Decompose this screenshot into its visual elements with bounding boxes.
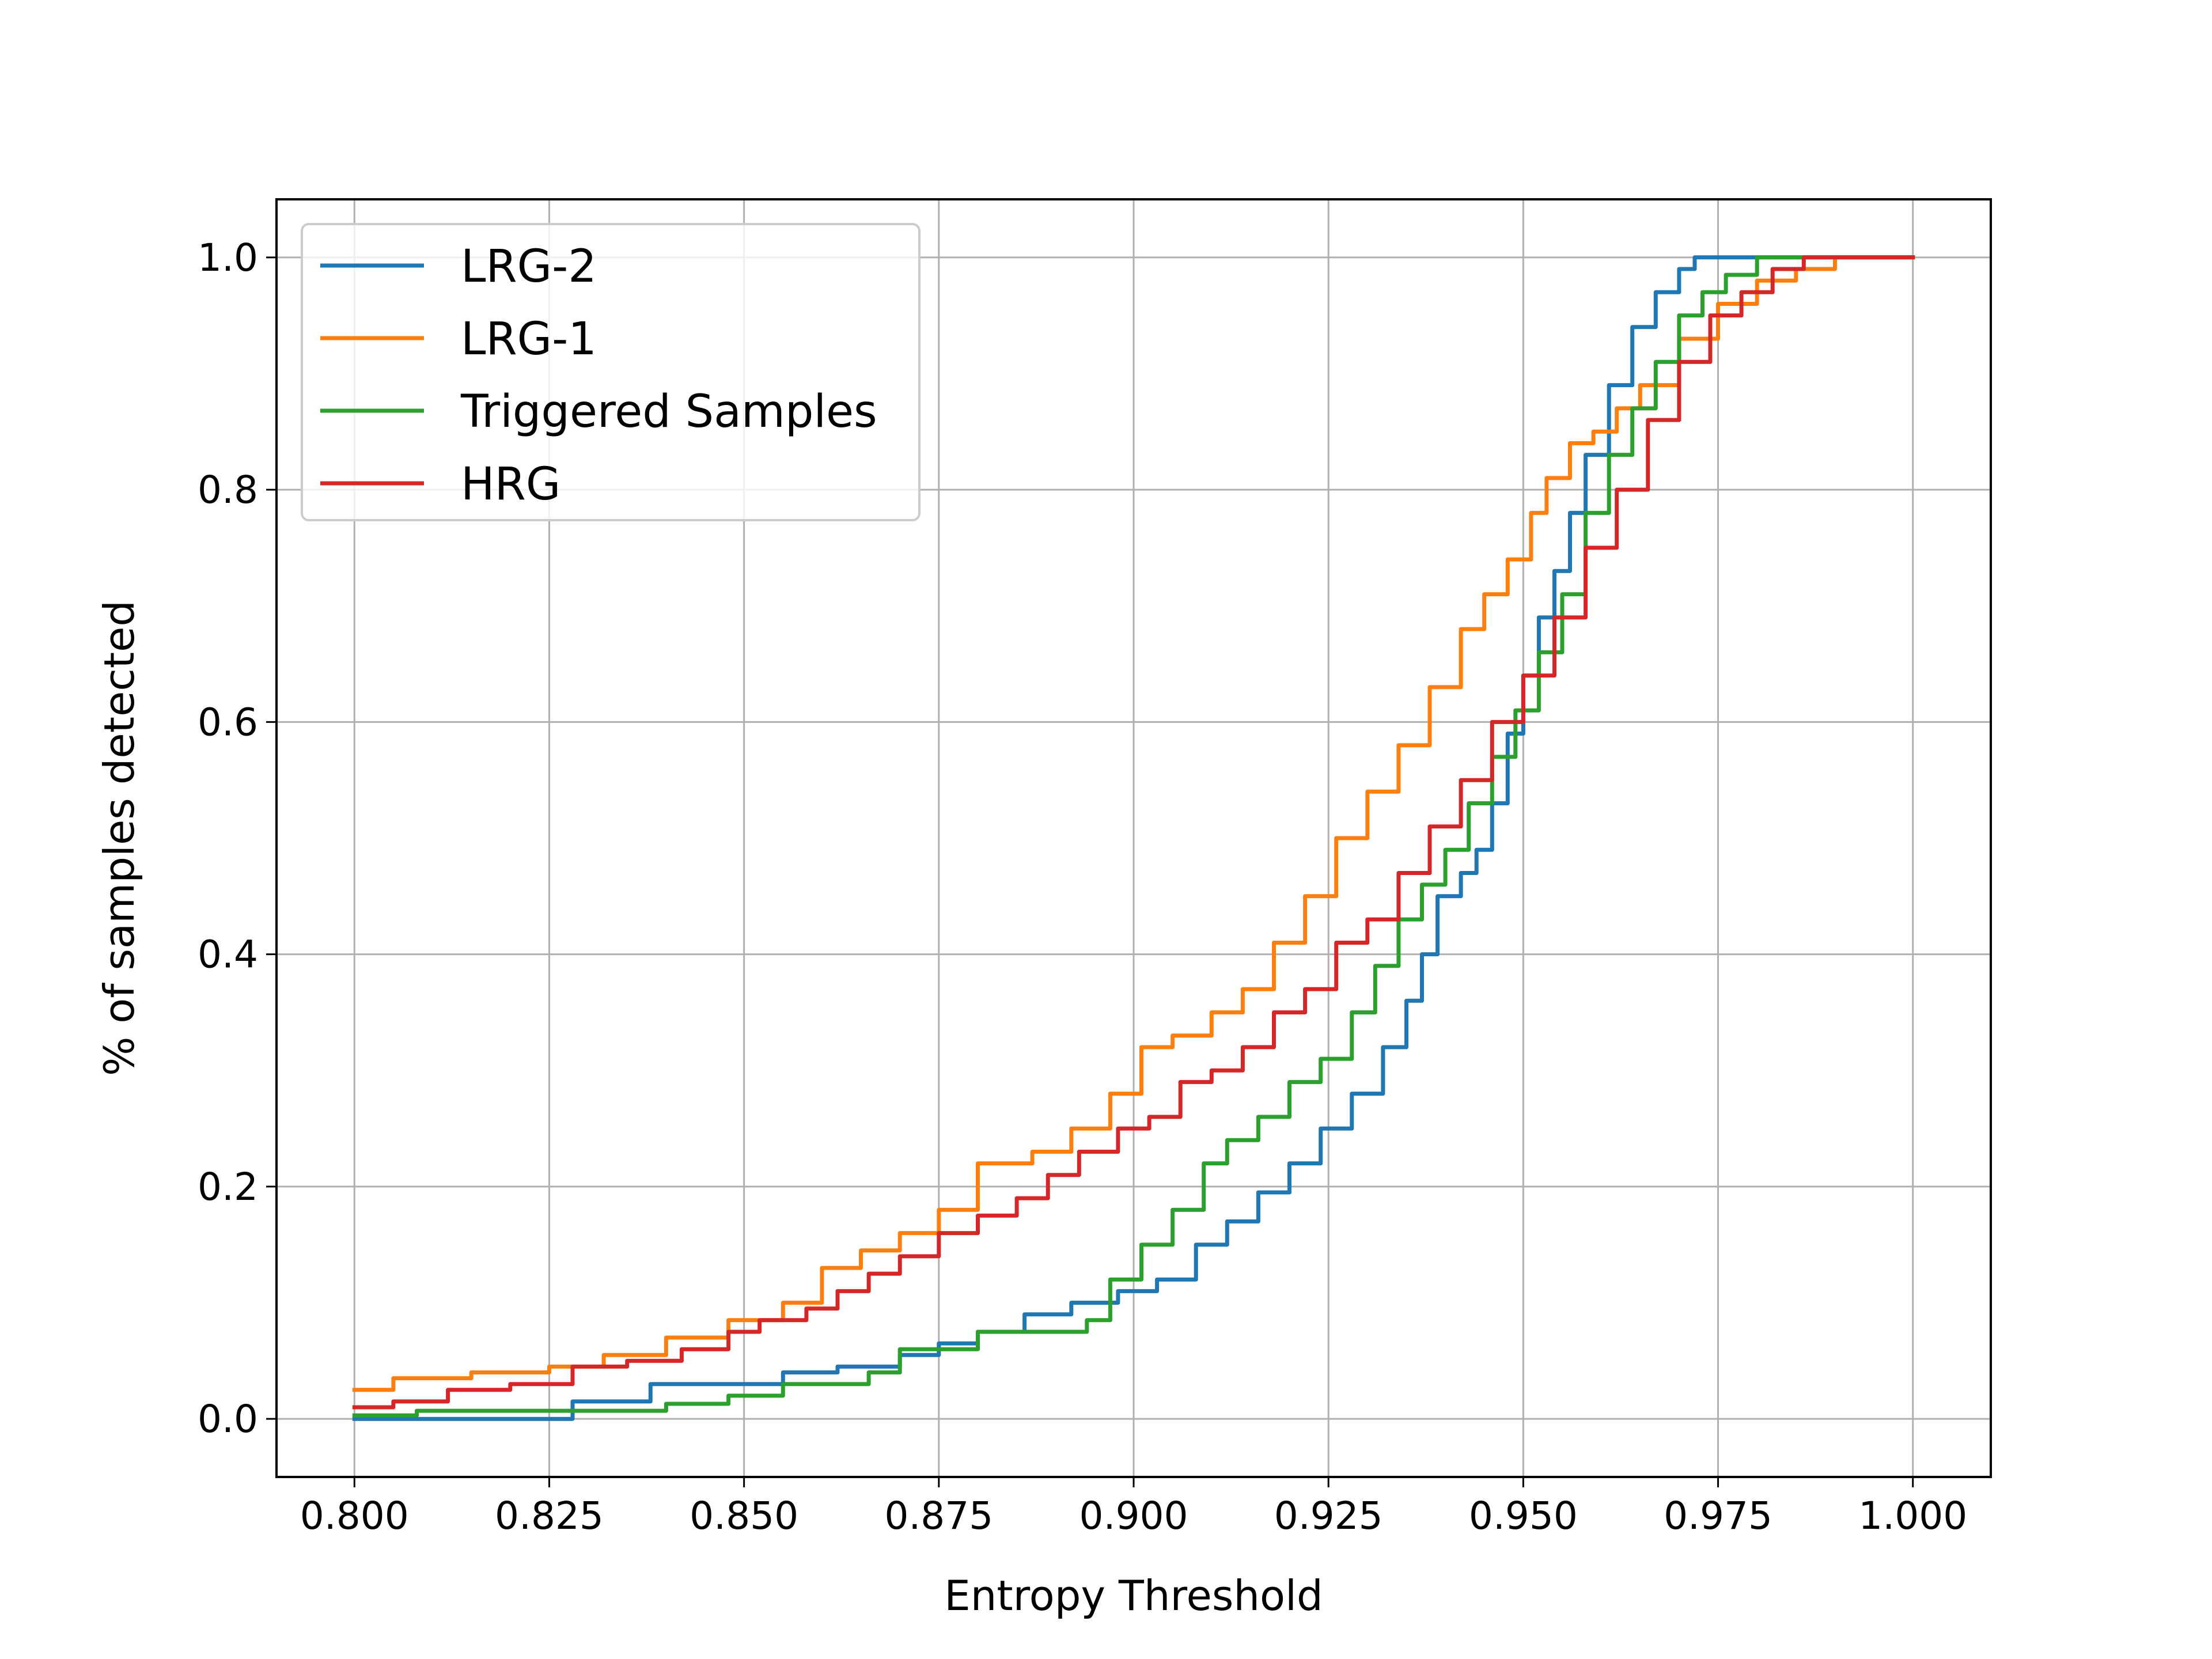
series-line-2 bbox=[352, 255, 1915, 1418]
x-tick-label: 0.900 bbox=[1080, 1494, 1188, 1538]
y-tick-label: 0.4 bbox=[198, 933, 258, 977]
x-tick-label: 0.975 bbox=[1664, 1494, 1772, 1538]
x-axis-ticks: 0.800 0.825 0.850 0.875 0.900 0.925 0.950 0.975… bbox=[300, 1477, 1967, 1538]
x-tick-label: 0.925 bbox=[1274, 1494, 1383, 1538]
x-tick-label: 0.850 bbox=[690, 1494, 798, 1538]
x-tick-label: 0.950 bbox=[1469, 1494, 1578, 1538]
x-axis-label: Entropy Threshold bbox=[944, 1571, 1323, 1620]
series-lines bbox=[352, 255, 1915, 1421]
y-tick-label: 1.0 bbox=[198, 236, 258, 280]
x-tick-label: 0.800 bbox=[300, 1494, 409, 1538]
y-tick-label: 0.2 bbox=[198, 1165, 258, 1209]
series-line-3 bbox=[352, 255, 1915, 1410]
x-tick-label: 0.875 bbox=[884, 1494, 993, 1538]
y-tick-label: 0.0 bbox=[198, 1397, 258, 1441]
y-axis-label: % of samples detected bbox=[95, 600, 143, 1076]
legend-label: LRG-1 bbox=[461, 313, 597, 365]
y-axis-ticks: 0.0 0.2 0.4 0.6 0.8 1.0 bbox=[198, 236, 276, 1441]
x-tick-label: 0.825 bbox=[495, 1494, 604, 1538]
legend: LRG-2 LRG-1 Triggered Samples HRG bbox=[301, 223, 921, 521]
legend-box bbox=[301, 223, 921, 521]
series-line-0 bbox=[352, 255, 1915, 1421]
y-tick-label: 0.6 bbox=[198, 700, 258, 744]
series-line-1 bbox=[352, 255, 1915, 1392]
y-tick-label: 0.8 bbox=[198, 468, 258, 512]
legend-label: Triggered Samples bbox=[460, 386, 877, 438]
x-tick-label: 1.000 bbox=[1858, 1494, 1967, 1538]
legend-label: HRG bbox=[461, 459, 560, 510]
legend-label: LRG-2 bbox=[461, 241, 597, 293]
